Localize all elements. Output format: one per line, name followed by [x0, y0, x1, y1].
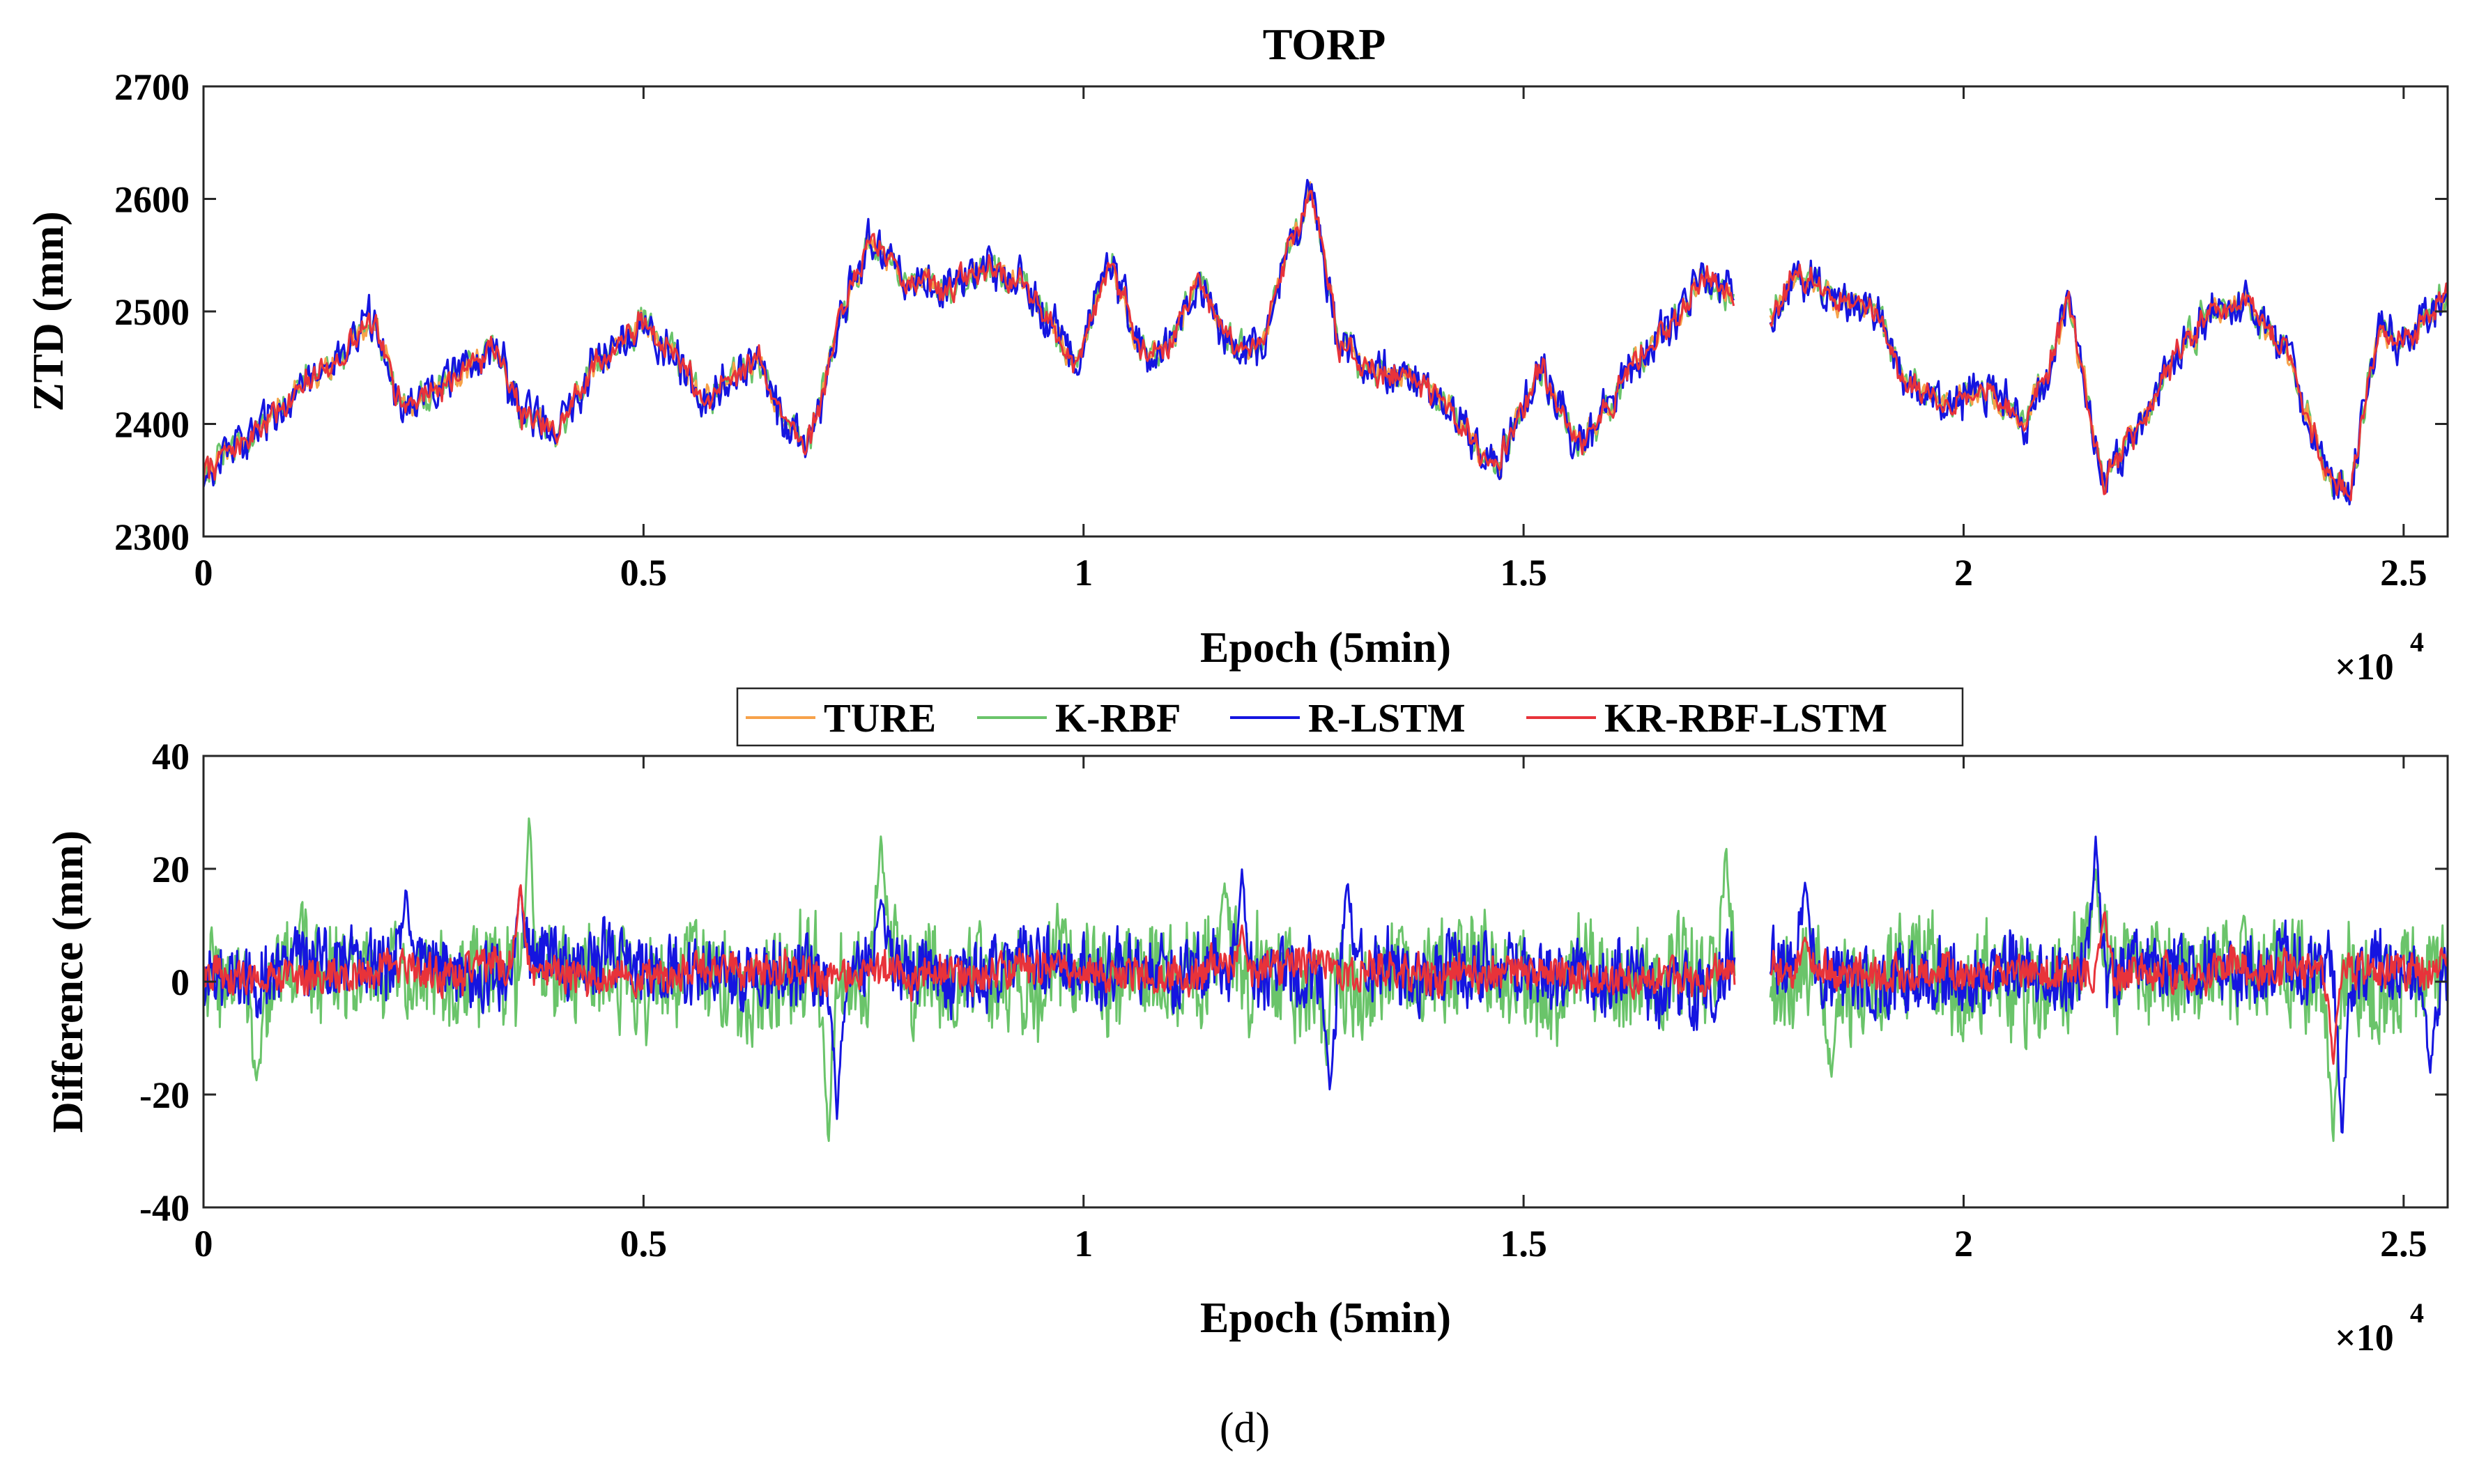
difference-y-tick-label: 20 [152, 849, 190, 890]
difference-series-group [204, 817, 2448, 1143]
ztd-x-tick-label: 2 [1954, 552, 1973, 594]
ztd-series-group [204, 178, 2448, 506]
difference-x-tick-label: 2.5 [2380, 1223, 2427, 1265]
legend-box [736, 687, 1964, 747]
legend-label-r-lstm: R-LSTM [1308, 695, 1466, 741]
difference-y-tick-label: 0 [171, 961, 190, 1003]
ztd-x-exponent-power: 4 [2410, 626, 2424, 658]
ztd-x-tick-label: 1.5 [1500, 552, 1547, 594]
ztd-x-tick-label: 0 [194, 552, 213, 594]
difference-x-exponent: ×10 4 [2335, 1297, 2424, 1359]
ztd-ticks: 0 0.5 1 1.5 2 2.5 2300 2400 2500 2600 2700 [114, 66, 2448, 594]
ztd-y-tick-label: 2500 [114, 291, 190, 333]
chart-title: TORP [1263, 20, 1386, 69]
plot-area-bottom [204, 756, 2448, 1207]
legend-label-k-rbf: K-RBF [1055, 695, 1181, 741]
ztd-y-tick-label: 2300 [114, 516, 190, 558]
ztd-y-tick-label: 2700 [114, 66, 190, 108]
difference-x-tick-label: 0.5 [620, 1223, 668, 1265]
ztd-y-axis-label: ZTD (mm) [25, 211, 72, 412]
difference-y-axis-label: Difference (mm) [45, 830, 92, 1133]
legend-entry-k-rbf: K-RBF [977, 695, 1181, 741]
difference-x-tick-label: 0 [194, 1223, 213, 1265]
difference-x-exponent-power: 4 [2410, 1297, 2424, 1329]
ztd-x-tick-label: 1 [1074, 552, 1093, 594]
svg-text:×10: ×10 [2335, 1317, 2394, 1359]
ztd-x-tick-label: 2.5 [2380, 552, 2427, 594]
difference-series-kr-rbf-lstm [204, 884, 2448, 1065]
ztd-x-axis-label: Epoch (5min) [1200, 624, 1451, 672]
ztd-y-tick-label: 2600 [114, 179, 190, 221]
ztd-x-exponent-base: ×10 [2335, 646, 2394, 688]
difference-x-tick-label: 2 [1954, 1223, 1973, 1265]
difference-x-tick-label: 1 [1074, 1223, 1093, 1265]
legend-entry-kr-rbf-lstm: KR-RBF-LSTM [1526, 695, 1887, 741]
difference-x-axis-label: Epoch (5min) [1200, 1294, 1451, 1342]
legend-label-ture: TURE [824, 695, 936, 741]
legend: TURE K-RBF R-LSTM KR-RBF-LSTM [736, 687, 1964, 747]
ztd-x-tick-label: 0.5 [620, 552, 668, 594]
ztd-y-tick-label: 2400 [114, 404, 190, 446]
difference-ticks: 0 0.5 1 1.5 2 2.5 -40 -20 0 20 40 [139, 736, 2448, 1265]
legend-entry-ture: TURE [746, 695, 936, 741]
ztd-chart: TORP 0 0.5 1 1.5 2 2.5 2300 2400 2500 2600 2700 ZT… [25, 20, 2449, 688]
plot-area-top [204, 86, 2448, 536]
difference-y-tick-label: -20 [139, 1074, 190, 1116]
difference-x-tick-label: 1.5 [1500, 1223, 1547, 1265]
difference-y-tick-label: 40 [152, 736, 190, 778]
legend-entry-r-lstm: R-LSTM [1230, 695, 1466, 741]
svg-text:×10: ×10 [2335, 646, 2394, 688]
legend-label-kr-rbf-lstm: KR-RBF-LSTM [1604, 695, 1887, 741]
difference-x-exponent-base: ×10 [2335, 1317, 2394, 1359]
ztd-series-kr-rbf-lstm [204, 190, 2448, 502]
figure-caption: (d) [1220, 1405, 1270, 1452]
difference-y-tick-label: -40 [139, 1187, 190, 1229]
ztd-x-exponent: ×10 4 [2335, 626, 2424, 688]
